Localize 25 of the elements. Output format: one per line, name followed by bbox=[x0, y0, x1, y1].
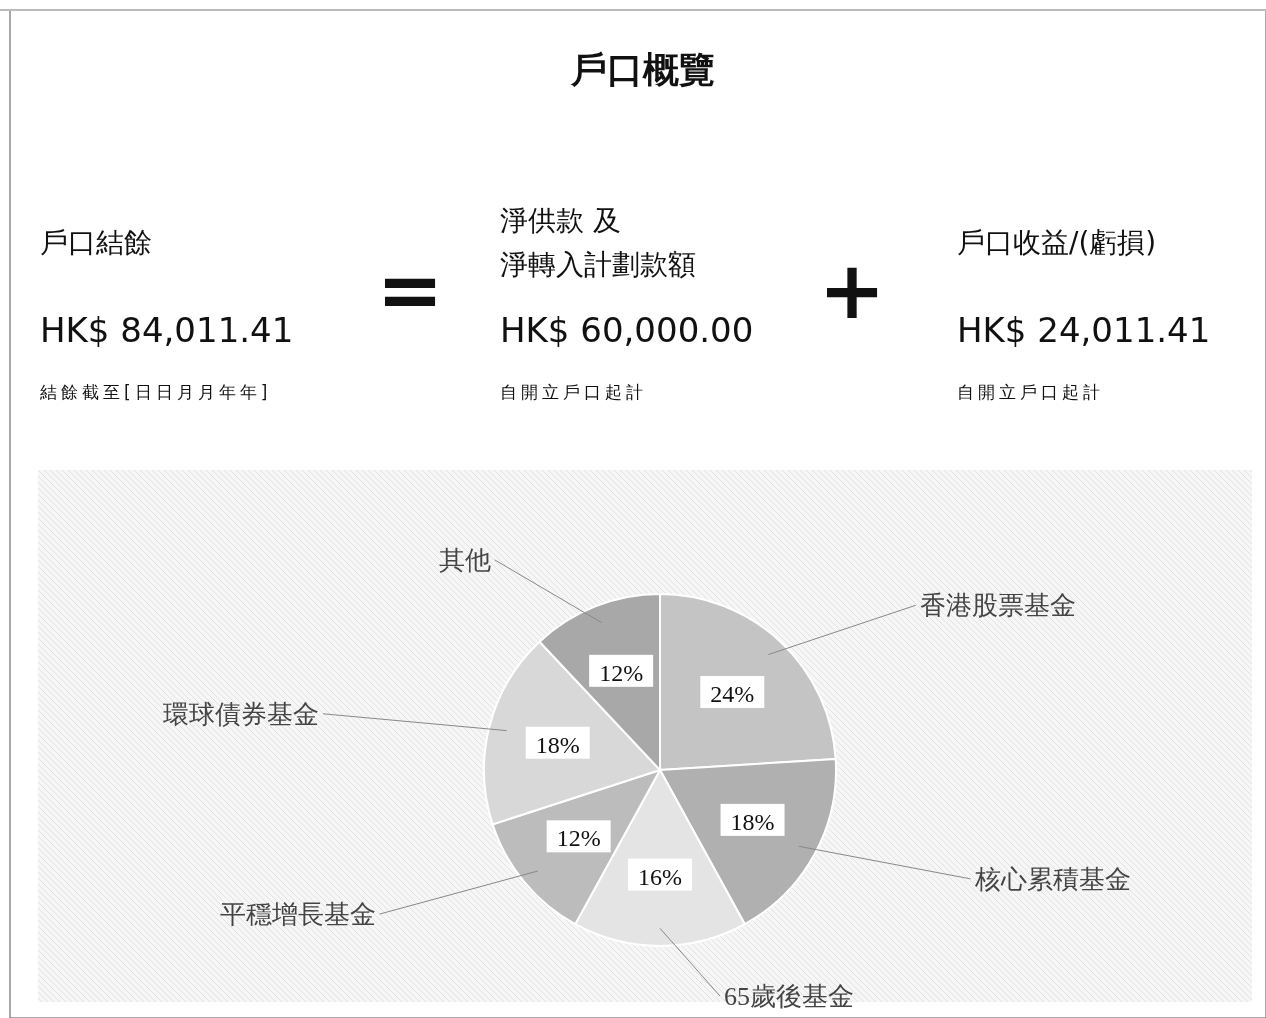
slice-label: 核心累積基金 bbox=[973, 864, 1131, 894]
slice-label: 其他 bbox=[438, 545, 491, 575]
text: 結餘截至[日日月月年年] bbox=[39, 382, 272, 402]
data-label: 12% bbox=[556, 825, 601, 852]
data-label: 16% bbox=[638, 863, 682, 890]
text: + bbox=[818, 244, 886, 337]
data-label: 18% bbox=[730, 808, 775, 835]
data-label: 18% bbox=[535, 731, 580, 758]
text: HK$ 84,011.41 bbox=[40, 310, 294, 350]
text: 戶口收益/(虧損) bbox=[957, 226, 1157, 259]
data-label: 24% bbox=[710, 681, 755, 708]
text: 淨轉入計劃款額 bbox=[500, 248, 696, 281]
text: 自開立戶口起計 bbox=[500, 382, 647, 402]
text: 自開立戶口起計 bbox=[957, 382, 1104, 402]
text: = bbox=[376, 244, 444, 337]
slice-label: 環球債券基金 bbox=[162, 699, 319, 729]
text: HK$ 60,000.00 bbox=[500, 310, 754, 350]
data-label: 12% bbox=[599, 659, 644, 686]
text: 淨供款 及 bbox=[500, 204, 621, 237]
text: HK$ 24,011.41 bbox=[957, 310, 1211, 350]
text: 戶口概覽 bbox=[570, 49, 715, 90]
slice-label: 65歲後基金 bbox=[724, 982, 854, 1011]
slice-label: 平穩增長基金 bbox=[219, 900, 376, 930]
slice-label: 香港股票基金 bbox=[919, 591, 1076, 621]
text: 戶口結餘 bbox=[40, 226, 152, 259]
